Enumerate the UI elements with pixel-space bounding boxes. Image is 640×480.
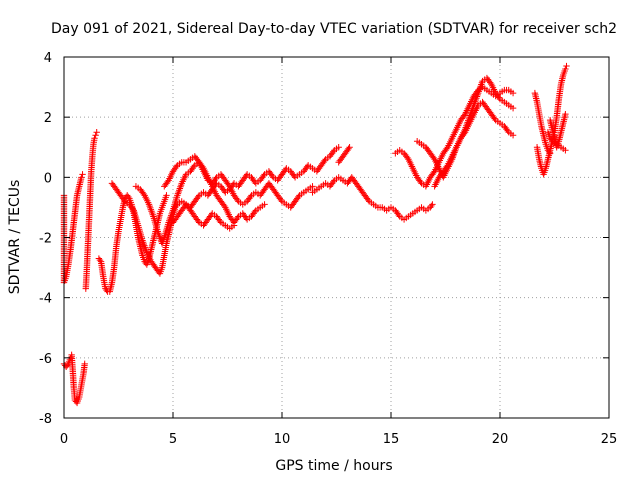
data-point xyxy=(194,193,202,201)
data-point xyxy=(417,178,424,186)
axis-ticks: 0 5 10 15 20 25 -8 -6 -4 -2 0 2 4 xyxy=(39,51,617,447)
data-point xyxy=(125,193,132,201)
data-point xyxy=(548,136,555,143)
data-point xyxy=(309,183,316,190)
y-tick-label: -8 xyxy=(39,412,52,427)
data-point xyxy=(216,217,224,225)
data-point xyxy=(221,202,228,210)
data-point xyxy=(173,163,180,171)
x-tick-label: 15 xyxy=(383,432,400,447)
data-point xyxy=(247,193,254,201)
data-point xyxy=(509,132,517,139)
grid xyxy=(64,57,609,418)
data-point xyxy=(81,360,88,368)
data-point xyxy=(277,196,285,204)
data-point xyxy=(504,127,511,134)
data-point xyxy=(164,178,171,186)
y-tick-label: 4 xyxy=(44,51,52,66)
y-tick-label: -6 xyxy=(39,352,52,367)
data-points xyxy=(60,62,570,407)
data-point xyxy=(295,193,302,201)
x-tick-label: 0 xyxy=(60,432,68,447)
data-point xyxy=(251,208,258,216)
data-point xyxy=(345,145,352,152)
data-point xyxy=(268,172,276,180)
data-point xyxy=(430,169,437,177)
data-point xyxy=(491,115,498,122)
data-point xyxy=(92,132,99,139)
y-tick-label: -2 xyxy=(39,232,52,247)
x-tick-label: 10 xyxy=(274,432,291,447)
data-point xyxy=(486,79,494,86)
data-point xyxy=(562,147,569,154)
data-point xyxy=(163,192,170,199)
y-tick-label: -4 xyxy=(39,292,52,307)
data-point xyxy=(93,129,100,136)
data-point xyxy=(91,135,98,142)
data-point xyxy=(562,110,569,118)
data-point xyxy=(225,181,232,189)
data-point xyxy=(234,196,241,204)
data-point xyxy=(330,178,337,186)
data-point xyxy=(395,211,402,219)
data-point xyxy=(430,154,437,161)
data-point xyxy=(190,163,197,171)
data-point xyxy=(335,144,342,151)
data-point xyxy=(509,89,517,97)
data-point xyxy=(78,174,85,181)
y-axis-label: SDTVAR / TECUs xyxy=(7,180,23,295)
data-point xyxy=(140,190,147,198)
x-tick-label: 5 xyxy=(169,432,177,447)
y-tick-label: 2 xyxy=(44,111,52,126)
chart-title: Day 091 of 2021, Sidereal Day-to-day VTE… xyxy=(51,21,617,37)
x-tick-label: 25 xyxy=(601,432,618,447)
data-point xyxy=(404,154,411,161)
data-point xyxy=(562,65,569,73)
y-tick-label: 0 xyxy=(44,171,52,186)
data-point xyxy=(443,145,450,152)
data-point xyxy=(495,94,503,101)
data-point xyxy=(346,144,353,151)
data-point xyxy=(330,148,337,155)
data-point xyxy=(79,171,86,178)
data-point xyxy=(443,163,450,171)
data-point xyxy=(321,157,328,164)
data-point xyxy=(364,196,372,204)
data-point xyxy=(261,201,268,208)
data-point xyxy=(194,217,202,225)
data-point xyxy=(460,112,468,119)
data-point xyxy=(563,62,570,70)
data-point xyxy=(429,201,436,208)
data-point xyxy=(96,256,104,264)
data-point xyxy=(120,196,128,204)
data-point xyxy=(230,222,238,229)
x-axis-label: GPS time / hours xyxy=(275,458,392,474)
data-point xyxy=(260,172,267,180)
data-point xyxy=(509,104,517,112)
data-point xyxy=(234,214,241,222)
data-point xyxy=(64,362,71,369)
data-point xyxy=(194,157,202,164)
data-point xyxy=(129,205,136,213)
data-point xyxy=(212,175,219,183)
data-point xyxy=(460,130,468,137)
data-point xyxy=(428,202,435,210)
x-tick-label: 20 xyxy=(492,432,509,447)
